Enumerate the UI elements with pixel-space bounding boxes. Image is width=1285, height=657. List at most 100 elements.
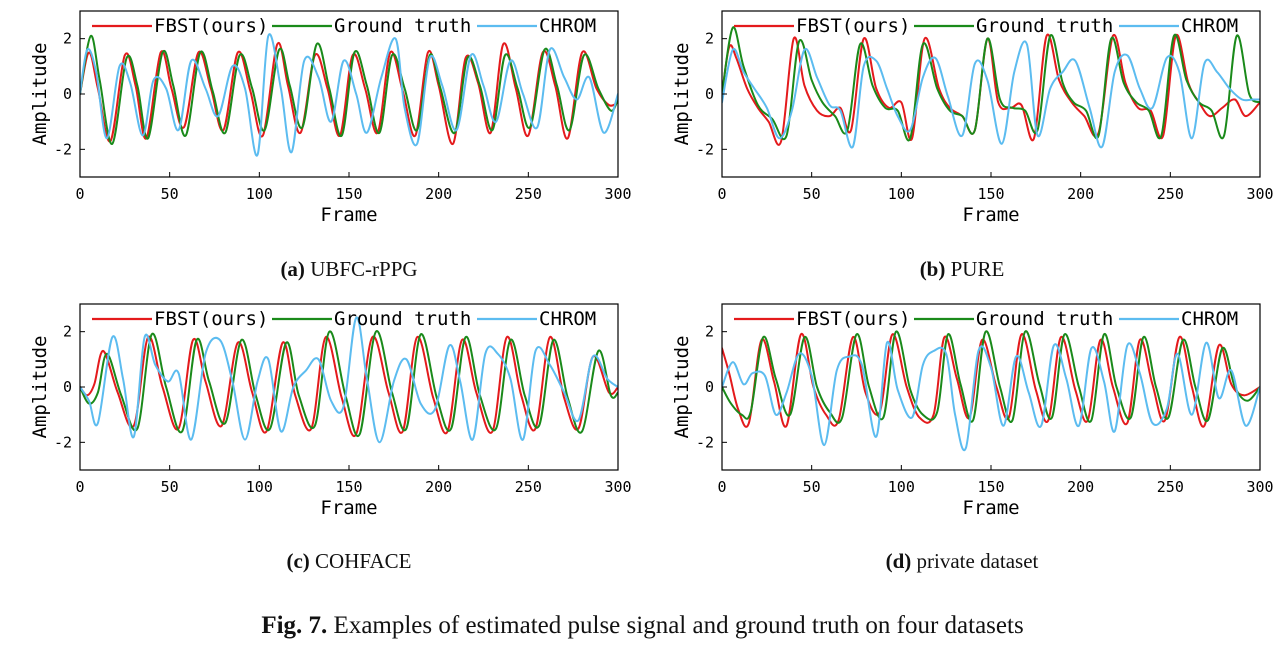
x-tick-label: 250 (1157, 478, 1184, 496)
legend-label-fbst: FBST(ours) (796, 15, 910, 37)
x-tick-label: 100 (888, 478, 915, 496)
y-tick-label: 0 (63, 85, 72, 103)
x-tick-label: 250 (1157, 185, 1184, 203)
panel-c: 0 50 100 150 200 250 300 -2 0 2 Frame Amplitude FBST… (0, 293, 642, 523)
legend: FBST(ours) Ground truth CHROM (734, 308, 1238, 330)
x-tick-label: 100 (246, 185, 273, 203)
x-tick-label: 50 (161, 478, 179, 496)
x-tick-label: 150 (335, 185, 362, 203)
legend-label-chrom: CHROM (1181, 15, 1238, 37)
chart-a: 0 50 100 150 200 250 300 -2 0 2 Frame Amplitude FBST… (29, 10, 632, 226)
legend: FBST(ours) Ground truth CHROM (92, 15, 596, 37)
panel-a: 0 50 100 150 200 250 300 -2 0 2 Frame Amplitude FBST… (0, 0, 642, 230)
y-tick-label: 2 (705, 323, 714, 341)
caption-a: (a) UBFC-rPPG (80, 257, 618, 282)
x-tick-label: 0 (75, 185, 84, 203)
x-tick-label: 300 (604, 478, 631, 496)
series-line-fbst (80, 41, 618, 145)
caption-a-name: UBFC-rPPG (310, 257, 418, 281)
x-tick-label: 150 (335, 478, 362, 496)
chart-b: 0 50 100 150 200 250 300 -2 0 2 Frame Amplitude FBST… (671, 10, 1274, 226)
x-tick-label: 0 (75, 478, 84, 496)
series-group (722, 26, 1260, 149)
x-tick-label: 200 (1067, 185, 1094, 203)
x-axis-label: Frame (962, 497, 1019, 519)
x-tick-label: 150 (977, 478, 1004, 496)
caption-d: (d) private dataset (693, 549, 1231, 574)
figure-label: Fig. 7. (261, 612, 328, 639)
caption-a-tag: (a) (280, 257, 305, 281)
series-group (80, 316, 618, 444)
x-tick-label: 100 (888, 185, 915, 203)
x-tick-label: 250 (515, 185, 542, 203)
series-line-chrom (80, 33, 618, 157)
y-tick-label: -2 (54, 433, 72, 451)
legend-label-chrom: CHROM (539, 308, 596, 330)
series-line-chrom (722, 340, 1260, 452)
legend-label-fbst: FBST(ours) (796, 308, 910, 330)
y-tick-label: 0 (705, 378, 714, 396)
chart-d: 0 50 100 150 200 250 300 -2 0 2 Frame Amplitude FBST… (671, 303, 1274, 519)
caption-c-name: COHFACE (315, 549, 412, 573)
series-group (80, 33, 618, 157)
figure-caption: Fig. 7. Examples of estimated pulse sign… (0, 612, 1285, 640)
x-tick-label: 50 (803, 478, 821, 496)
x-tick-label: 200 (425, 185, 452, 203)
x-axis-label: Frame (962, 204, 1019, 226)
caption-d-name: private dataset (916, 549, 1039, 573)
y-tick-label: 0 (705, 85, 714, 103)
series-line-gt (722, 330, 1260, 424)
legend-label-chrom: CHROM (539, 15, 596, 37)
caption-b: (b) PURE (693, 257, 1231, 282)
y-tick-label: 2 (705, 30, 714, 48)
y-tick-label: -2 (696, 433, 714, 451)
legend: FBST(ours) Ground truth CHROM (92, 308, 596, 330)
series-line-chrom (80, 316, 618, 444)
series-line-gt (80, 34, 618, 145)
x-tick-label: 200 (1067, 478, 1094, 496)
x-tick-label: 200 (425, 478, 452, 496)
x-tick-label: 50 (161, 185, 179, 203)
x-tick-label: 50 (803, 185, 821, 203)
x-tick-label: 0 (717, 478, 726, 496)
x-tick-label: 300 (1246, 185, 1273, 203)
x-tick-label: 0 (717, 185, 726, 203)
legend-label-gt: Ground truth (976, 308, 1113, 330)
x-axis-label: Frame (320, 497, 377, 519)
y-axis-label: Amplitude (29, 43, 51, 146)
legend-label-gt: Ground truth (976, 15, 1113, 37)
legend-label-gt: Ground truth (334, 15, 471, 37)
series-line-fbst (80, 335, 618, 438)
y-axis-label: Amplitude (671, 336, 693, 439)
y-tick-label: 0 (63, 378, 72, 396)
legend-label-chrom: CHROM (1181, 308, 1238, 330)
x-tick-label: 100 (246, 478, 273, 496)
caption-b-tag: (b) (919, 257, 946, 281)
caption-c: (c) COHFACE (80, 549, 618, 574)
legend-label-fbst: FBST(ours) (154, 15, 268, 37)
x-tick-label: 250 (515, 478, 542, 496)
y-axis-label: Amplitude (29, 336, 51, 439)
series-line-chrom (722, 40, 1260, 149)
figure-caption-text: Examples of estimated pulse signal and g… (333, 612, 1024, 639)
panel-d: 0 50 100 150 200 250 300 -2 0 2 Frame Amplitude FBST… (642, 293, 1284, 523)
x-axis-label: Frame (320, 204, 377, 226)
y-tick-label: 2 (63, 30, 72, 48)
legend-label-gt: Ground truth (334, 308, 471, 330)
caption-c-tag: (c) (286, 549, 310, 573)
x-tick-label: 150 (977, 185, 1004, 203)
panel-b: 0 50 100 150 200 250 300 -2 0 2 Frame Amplitude FBST… (642, 0, 1284, 230)
y-tick-label: -2 (54, 140, 72, 158)
x-tick-label: 300 (604, 185, 631, 203)
y-axis-label: Amplitude (671, 43, 693, 146)
series-group (722, 330, 1260, 452)
series-line-gt (722, 26, 1260, 142)
y-tick-label: -2 (696, 140, 714, 158)
series-line-gt (80, 330, 618, 438)
legend-label-fbst: FBST(ours) (154, 308, 268, 330)
y-tick-label: 2 (63, 323, 72, 341)
legend: FBST(ours) Ground truth CHROM (734, 15, 1238, 37)
x-tick-label: 300 (1246, 478, 1273, 496)
caption-b-name: PURE (950, 257, 1005, 281)
chart-c: 0 50 100 150 200 250 300 -2 0 2 Frame Amplitude FBST… (29, 303, 632, 519)
